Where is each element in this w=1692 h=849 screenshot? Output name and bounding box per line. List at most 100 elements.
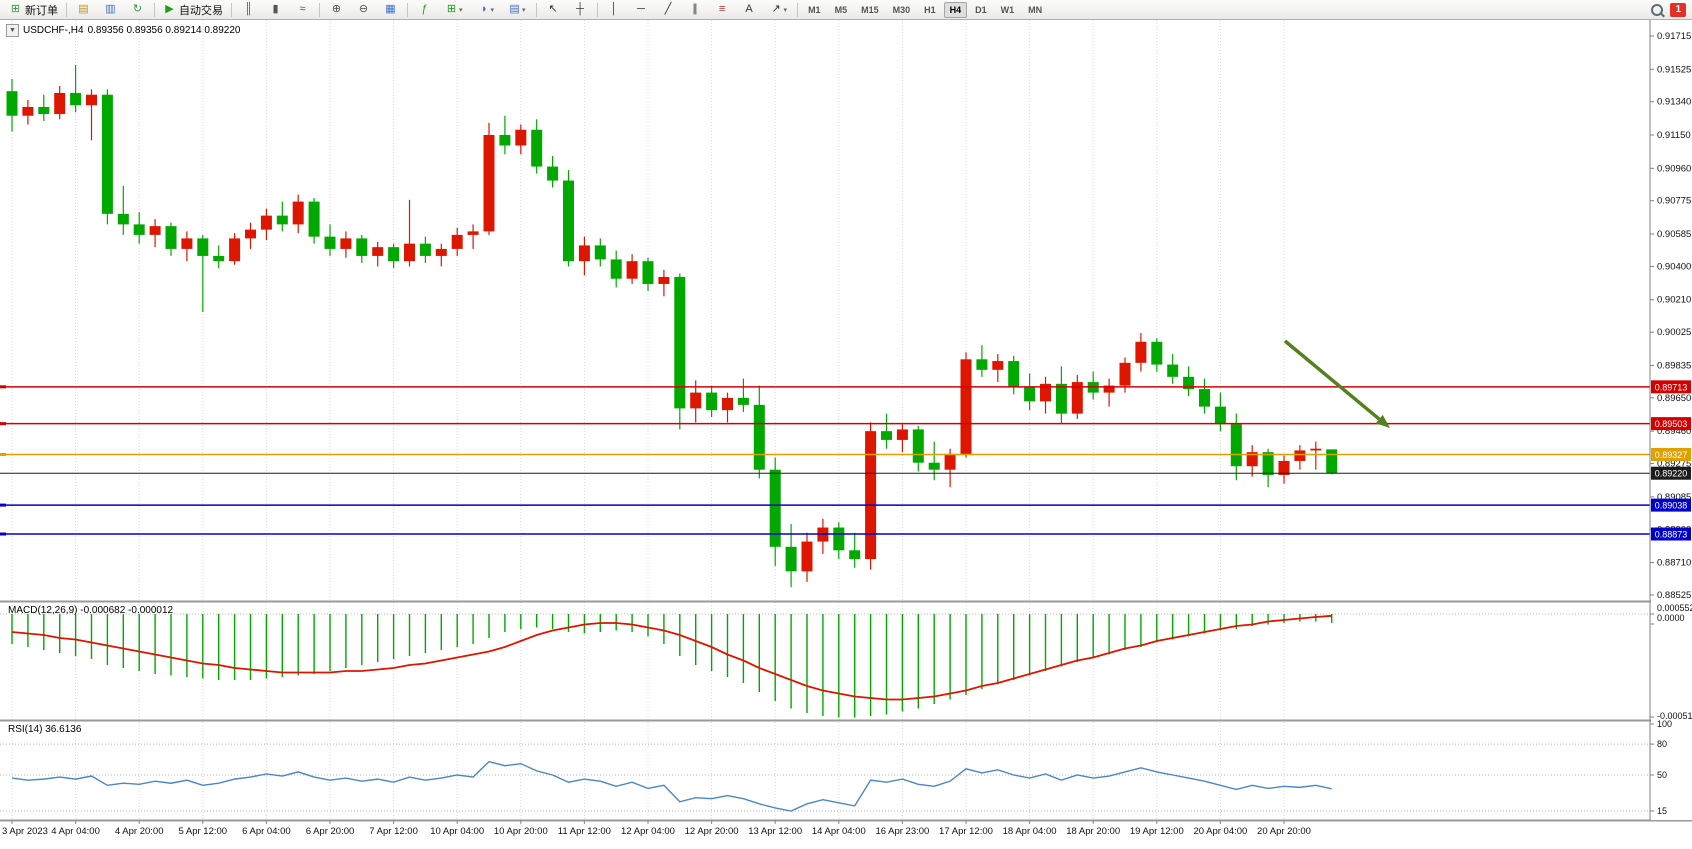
svg-text:0.89713: 0.89713 (1655, 382, 1688, 392)
svg-text:50: 50 (1657, 770, 1667, 780)
svg-text:0.91715: 0.91715 (1657, 31, 1691, 42)
timeframe-button-m1[interactable]: M1 (808, 4, 821, 15)
arrow-annotation[interactable] (1283, 339, 1390, 428)
refresh-icon[interactable]: ↻ (124, 1, 151, 19)
tile-windows-icon[interactable]: ▦ (377, 1, 404, 19)
candle (213, 245, 225, 269)
candle (1103, 378, 1115, 407)
timeframe-button-m15[interactable]: M15 (861, 4, 879, 15)
svg-text:0.89085: 0.89085 (1657, 492, 1691, 503)
symbol-header: ▼ USDCHF-,H4 0.89356 0.89356 0.89214 0.8… (6, 24, 241, 37)
indicators-icon[interactable]: ƒ (411, 1, 438, 19)
candle (896, 424, 908, 453)
candle (1294, 445, 1306, 470)
candle (865, 422, 877, 570)
market-watch-icon: ▥ (105, 3, 116, 15)
trendline-icon: ╱ (664, 3, 672, 15)
candle (531, 119, 543, 174)
toolbar-separator (596, 2, 598, 17)
candle (372, 241, 384, 267)
macd-indicator-label: MACD(12,26,9) -0.000682 -0.000012 (8, 605, 174, 616)
resistance-line-upper-handle[interactable] (0, 385, 6, 389)
candle (324, 224, 336, 256)
cursor-icon[interactable]: ↖ (540, 1, 567, 19)
market-watch-icon[interactable]: ▥ (97, 1, 124, 19)
candle (70, 64, 82, 113)
svg-text:0.89038: 0.89038 (1655, 501, 1688, 511)
svg-text:0.90400: 0.90400 (1657, 261, 1691, 272)
timeframe-button-h1[interactable]: H1 (924, 4, 936, 15)
notification-badge[interactable]: 1 (1670, 2, 1686, 17)
one-click-trading-toggle[interactable]: ▼ (6, 24, 19, 37)
svg-text:4 Apr 20:00: 4 Apr 20:00 (115, 826, 164, 837)
svg-text:0.89460: 0.89460 (1657, 426, 1691, 437)
bars-chart-icon[interactable]: ║ (235, 1, 262, 19)
candle (928, 441, 940, 481)
candle (992, 354, 1004, 383)
text-icon[interactable]: A (736, 1, 763, 19)
rsi-axis[interactable]: 100 80 50 15 (1650, 719, 1672, 816)
add-indicator-icon[interactable]: ⊞ ▾ (438, 1, 470, 19)
resistance-line-lower-handle[interactable] (0, 422, 6, 426)
vertical-line-icon: │ (610, 3, 618, 15)
timeframe-button-d1[interactable]: D1 (975, 4, 987, 15)
svg-text:14 Apr 04:00: 14 Apr 04:00 (812, 826, 866, 837)
time-axis[interactable]: 3 Apr 2023 4 Apr 04:00 4 Apr 20:00 5 Apr 12… (2, 820, 1311, 837)
svg-text:0.89327: 0.89327 (1655, 450, 1688, 460)
new-order-button[interactable]: ⊞ 新订单 (4, 1, 63, 19)
candle (674, 273, 686, 430)
svg-text:19 Apr 12:00: 19 Apr 12:00 (1130, 826, 1184, 837)
auto-trading-button[interactable]: ▶ 自动交易 (158, 1, 228, 19)
candle (54, 85, 66, 120)
timeframe-button-h4[interactable]: H4 (943, 1, 968, 18)
svg-text:0.88710: 0.88710 (1657, 558, 1691, 569)
candle (642, 257, 654, 291)
svg-text:0.000552: 0.000552 (1657, 603, 1692, 613)
support-line-blue-lower-handle[interactable] (0, 532, 6, 536)
candle (610, 250, 622, 288)
timeframe-button-mn[interactable]: MN (1028, 4, 1043, 15)
candle (86, 89, 97, 141)
timeframe-button-m5[interactable]: M5 (834, 4, 848, 15)
candle (1135, 333, 1147, 372)
candle (419, 236, 431, 263)
zoom-out-icon[interactable]: ⊖ (350, 1, 377, 19)
vertical-line-icon[interactable]: │ (601, 1, 628, 19)
templates-icon[interactable]: ▤ ▾ (501, 1, 533, 19)
macd-panel (0, 613, 1650, 718)
timeframe-button-m30[interactable]: M30 (892, 4, 911, 15)
timeframe-button-w1[interactable]: W1 (1000, 4, 1015, 15)
candle (340, 231, 352, 258)
candle (117, 185, 129, 235)
support-line-blue-upper-price-label: 0.89038 (1651, 498, 1691, 512)
periods-icon[interactable]: ◑ ▾ (470, 1, 502, 19)
channel-icon[interactable]: ∥ (682, 1, 709, 19)
fibonacci-icon[interactable]: ≡ (709, 1, 736, 19)
svg-text:0.89650: 0.89650 (1657, 393, 1691, 404)
candle (706, 385, 718, 418)
arrows-icon[interactable]: ↗ ▾ (763, 1, 795, 19)
crosshair-icon[interactable]: ┼ (567, 1, 594, 19)
charts-profile-icon[interactable]: ▤ (70, 1, 97, 19)
trendline-icon[interactable]: ╱ (655, 1, 682, 19)
line-chart-icon[interactable]: ≈ (289, 1, 316, 19)
support-line-blue-upper-handle[interactable] (0, 503, 6, 507)
svg-text:0.0000: 0.0000 (1657, 613, 1685, 623)
svg-text:10 Apr 04:00: 10 Apr 04:00 (430, 826, 484, 837)
candle (292, 194, 304, 234)
zoom-in-icon[interactable]: ⊕ (323, 1, 350, 19)
text-icon: A (745, 3, 753, 15)
price-axis[interactable]: 0.91715 0.91525 0.91340 0.91150 0.90960 0.907… (1650, 31, 1691, 601)
candle (912, 425, 924, 472)
svg-text:15: 15 (1657, 806, 1667, 816)
horizontal-line-icon[interactable]: ─ (628, 1, 655, 19)
symbol-title: USDCHF-,H4 (23, 25, 84, 36)
candles-chart-icon[interactable]: ▮ (262, 1, 289, 19)
svg-text:0.90210: 0.90210 (1657, 295, 1691, 306)
candle (1214, 392, 1226, 432)
support-line-orange-handle[interactable] (0, 452, 6, 456)
toolbar-groups: ⊞ 新订单 ▤ ▥ ↻ ▶ 自动交易 ║ ▮ ≈ ⊕ ⊖ ▦ ƒ ⊞ ▾ ◑ ▾ ▤ ▾ ↖ ┼ │ ─ ╱ ∥ ≡ A ↗ ▾ M1 M5 M… (4, 0, 1651, 19)
search-icon[interactable] (1651, 3, 1664, 16)
